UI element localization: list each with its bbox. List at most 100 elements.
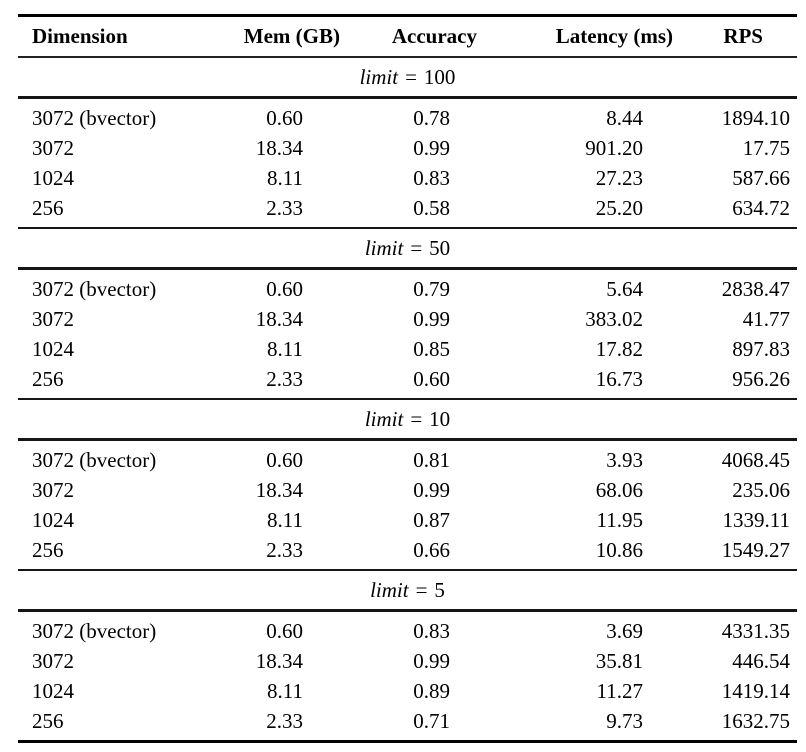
cell-mem-gb: 18.34	[255, 136, 303, 160]
table-row: 3072 (bvector) 0.60 0.79 5.64 2838.47	[18, 275, 797, 305]
table-row: 1024 8.11 0.87 11.95 1339.11	[18, 506, 797, 536]
cell-rps: 41.77	[742, 307, 790, 331]
cell-latency-ms: 17.82	[595, 337, 643, 361]
header-cell-rps: RPS	[723, 24, 763, 48]
limit-variable: limit	[364, 235, 404, 260]
cell-dimension: 256	[32, 538, 64, 562]
limit-value: 100	[423, 64, 456, 89]
cell-accuracy: 0.99	[413, 649, 450, 673]
cell-latency-ms: 11.27	[596, 679, 643, 703]
section-label-rule	[18, 96, 797, 99]
cell-mem-gb: 2.33	[266, 367, 303, 391]
cell-rps: 4331.35	[721, 619, 790, 643]
cell-accuracy: 0.81	[413, 448, 450, 472]
section-data-block: 3072 (bvector) 0.60 0.79 5.64 2838.47 3072 18.…	[18, 270, 797, 398]
cell-dimension: 3072	[32, 478, 74, 502]
cell-dimension: 3072	[32, 649, 74, 673]
cell-rps: 2838.47	[721, 277, 790, 301]
equals-sign: =	[415, 577, 428, 602]
cell-rps: 446.54	[732, 649, 790, 673]
section-data-block: 3072 (bvector) 0.60 0.81 3.93 4068.45 3072 18.…	[18, 441, 797, 569]
cell-accuracy: 0.58	[413, 196, 450, 220]
cell-dimension: 3072 (bvector)	[32, 277, 157, 301]
cell-accuracy: 0.60	[413, 367, 450, 391]
cell-dimension: 1024	[32, 508, 74, 532]
cell-mem-gb: 2.33	[266, 709, 303, 733]
limit-variable: limit	[359, 64, 399, 89]
top-rule	[18, 14, 797, 17]
cell-rps: 4068.45	[721, 448, 790, 472]
cell-latency-ms: 3.69	[606, 619, 643, 643]
cell-mem-gb: 2.33	[266, 196, 303, 220]
bottom-rule	[18, 739, 797, 743]
cell-accuracy: 0.99	[413, 307, 450, 331]
table-row: 3072 18.34 0.99 383.02 41.77	[18, 305, 797, 335]
cell-mem-gb: 0.60	[266, 106, 303, 130]
section-separator-rule	[18, 226, 797, 229]
equals-sign: =	[410, 406, 423, 431]
cell-dimension: 1024	[32, 337, 74, 361]
table-row: 1024 8.11 0.89 11.27 1419.14	[18, 677, 797, 707]
cell-accuracy: 0.66	[413, 538, 450, 562]
limit-variable: limit	[370, 577, 409, 602]
cell-rps: 1339.11	[722, 508, 790, 532]
cell-rps: 17.75	[742, 136, 790, 160]
cell-rps: 235.06	[732, 478, 790, 502]
cell-rps: 1632.75	[721, 709, 790, 733]
table-row: 3072 18.34 0.99 901.20 17.75	[18, 134, 797, 164]
table-row: 256 2.33 0.60 16.73 956.26	[18, 365, 797, 395]
cell-latency-ms: 3.93	[606, 448, 643, 472]
cell-accuracy: 0.79	[413, 277, 450, 301]
cell-accuracy: 0.83	[413, 619, 450, 643]
section-data-block: 3072 (bvector) 0.60 0.83 3.69 4331.35 3072 18.…	[18, 612, 797, 740]
cell-accuracy: 0.78	[413, 106, 450, 130]
cell-dimension: 3072 (bvector)	[32, 619, 157, 643]
cell-dimension: 1024	[32, 166, 74, 190]
table-row: 3072 (bvector) 0.60 0.78 8.44 1894.10	[18, 104, 797, 134]
header-cell-latency-ms: Latency (ms)	[555, 24, 673, 48]
cell-accuracy: 0.99	[413, 136, 450, 160]
limit-value: 50	[429, 235, 451, 260]
table-row: 3072 (bvector) 0.60 0.81 3.93 4068.45	[18, 446, 797, 476]
equals-sign: =	[405, 64, 417, 89]
cell-latency-ms: 35.81	[595, 649, 643, 673]
equals-sign: =	[410, 235, 423, 260]
cell-accuracy: 0.99	[413, 478, 450, 502]
section-label-row: limit = 100	[18, 58, 797, 96]
table-row: 3072 18.34 0.99 35.81 446.54	[18, 647, 797, 677]
cell-latency-ms: 9.73	[606, 709, 643, 733]
cell-mem-gb: 8.11	[267, 337, 303, 361]
cell-latency-ms: 27.23	[595, 166, 643, 190]
cell-dimension: 3072	[32, 136, 74, 160]
cell-rps: 1419.14	[721, 679, 790, 703]
section-separator-rule	[18, 397, 797, 400]
cell-dimension: 256	[32, 367, 64, 391]
cell-latency-ms: 901.20	[585, 136, 643, 160]
cell-rps: 897.83	[732, 337, 790, 361]
cell-mem-gb: 8.11	[267, 166, 303, 190]
header-rule	[18, 56, 797, 58]
cell-rps: 587.66	[732, 166, 790, 190]
cell-rps: 634.72	[732, 196, 790, 220]
cell-accuracy: 0.87	[413, 508, 450, 532]
cell-mem-gb: 18.34	[255, 649, 303, 673]
cell-mem-gb: 18.34	[255, 478, 303, 502]
table-row: 1024 8.11 0.83 27.23 587.66	[18, 164, 797, 194]
section-label-row: limit = 10	[18, 400, 797, 438]
section-label-rule	[18, 609, 797, 612]
cell-dimension: 256	[32, 196, 64, 220]
section-label-rule	[18, 267, 797, 270]
header-cell-accuracy: Accuracy	[391, 24, 477, 48]
cell-dimension: 3072 (bvector)	[32, 106, 157, 130]
limit-value: 5	[434, 577, 445, 602]
table-row: 256 2.33 0.71 9.73 1632.75	[18, 707, 797, 737]
cell-mem-gb: 8.11	[267, 508, 303, 532]
table-row: 3072 18.34 0.99 68.06 235.06	[18, 476, 797, 506]
table-row: 256 2.33 0.66 10.86 1549.27	[18, 536, 797, 566]
cell-rps: 1894.10	[721, 106, 790, 130]
cell-mem-gb: 8.11	[267, 679, 303, 703]
cell-latency-ms: 10.86	[595, 538, 643, 562]
table-sections: limit = 100 3072 (bvector) 0.60 0.78 8.44 1894.…	[18, 58, 797, 740]
table-row: 256 2.33 0.58 25.20 634.72	[18, 194, 797, 224]
cell-mem-gb: 0.60	[266, 448, 303, 472]
